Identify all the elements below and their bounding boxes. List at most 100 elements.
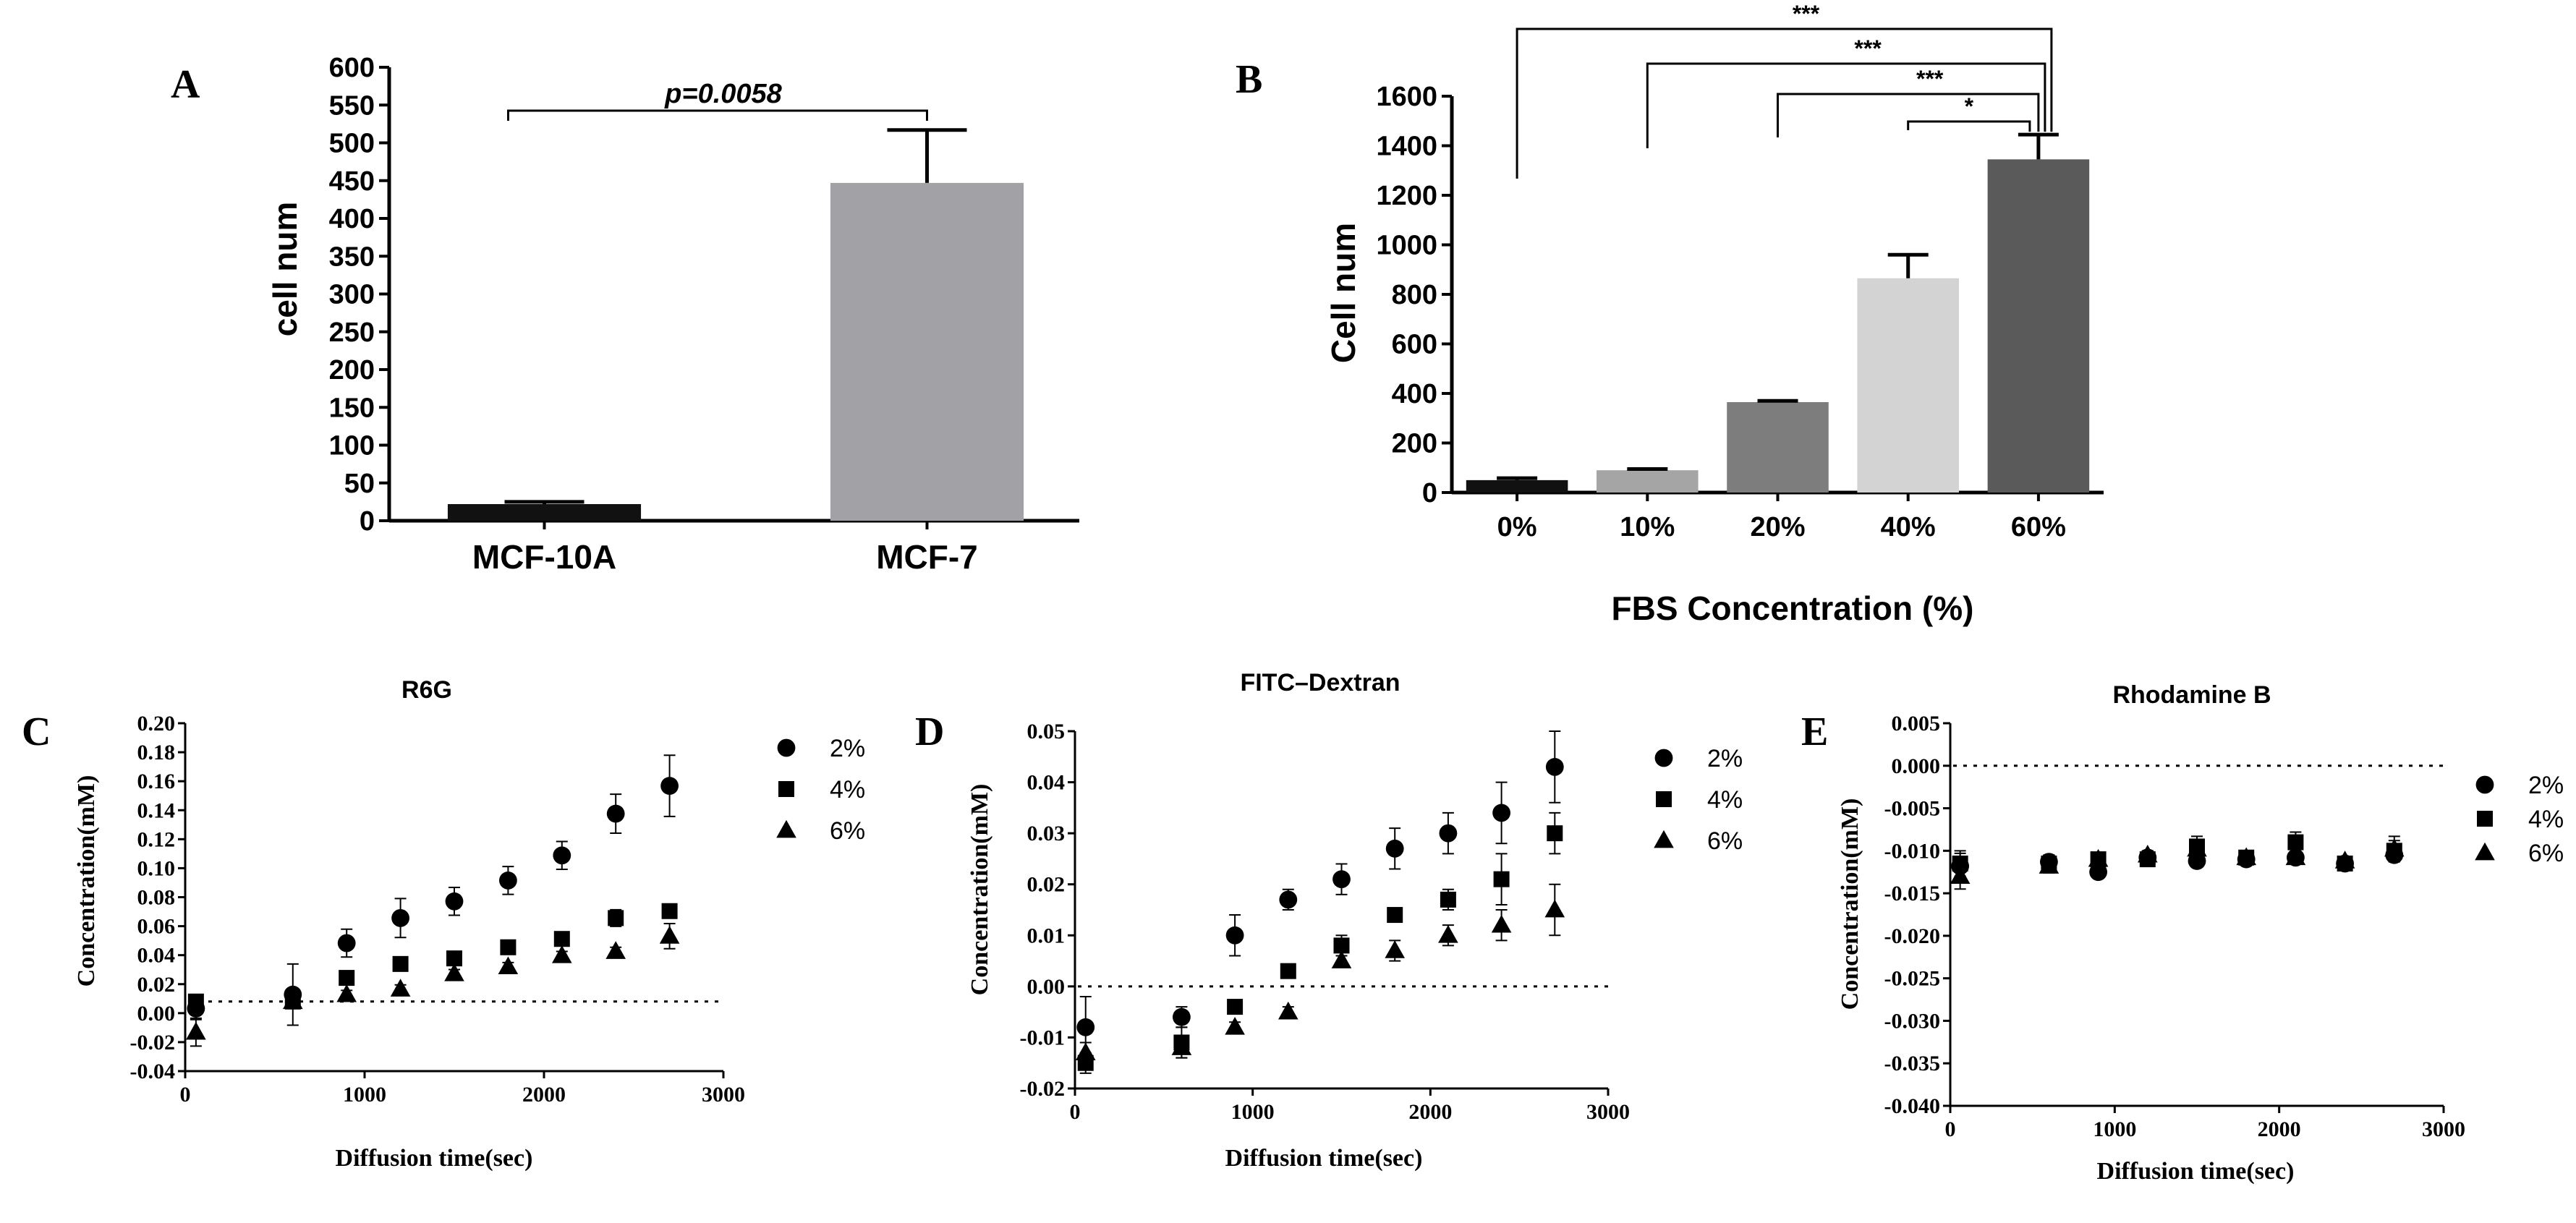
- panel-b-ytick-label: 800: [1392, 280, 1437, 310]
- panel-c-ytick-label: 0.12: [137, 827, 176, 851]
- panel-d-point-2pct: [1076, 1018, 1095, 1036]
- panel-c-point-2pct: [553, 846, 571, 865]
- panel-d-point-6pct: [1278, 1001, 1298, 1020]
- panel-d-point-4pct: [1280, 963, 1296, 979]
- panel-e-ytick-label: -0.010: [1884, 839, 1941, 863]
- panel-e-legend-label: 6%: [2528, 840, 2564, 867]
- panel-e-point-6pct: [2384, 838, 2405, 857]
- panel-d-legend-label: 2%: [1707, 745, 1743, 772]
- panel-c-ytick-label: 0.02: [137, 973, 176, 997]
- panel-d-point-2pct: [1385, 839, 1404, 858]
- panel-e-ytick-label: -0.005: [1884, 797, 1941, 821]
- panel-e-ylabel: Concentration(mM): [1837, 798, 1863, 1010]
- panel-b-significance-label: ***: [1793, 1, 1820, 27]
- panel-c-ytick-label: 0.10: [137, 856, 176, 880]
- panel-d-point-4pct: [1333, 937, 1350, 954]
- panel-e-legend-marker: [2475, 775, 2494, 794]
- panel-c-point-6pct: [659, 926, 680, 944]
- panel-d-legend-label: 4%: [1707, 786, 1743, 814]
- panel-e-xtick-label: 3000: [2422, 1117, 2465, 1141]
- panel-d-xtick-label: 1000: [1231, 1100, 1275, 1124]
- panel-c-xtick-label: 0: [180, 1083, 191, 1107]
- panel-c-legend-marker: [777, 738, 796, 757]
- panel-e-xtick-label: 1000: [2093, 1117, 2136, 1141]
- panel-c-point-2pct: [445, 892, 464, 911]
- panel-c-xtick-label: 1000: [343, 1083, 386, 1107]
- panel-c-ytick-label: 0.18: [137, 741, 176, 764]
- panel-d-point-2pct: [1225, 926, 1244, 945]
- panel-c-point-6pct: [283, 991, 303, 1010]
- panel-d-legend-marker: [1654, 749, 1673, 767]
- panel-d-ytick-label: 0.02: [1027, 873, 1066, 897]
- panel-c-point-2pct: [660, 777, 679, 795]
- panel-e-ytick-label: -0.035: [1884, 1052, 1941, 1075]
- panel-a-ytick-label: 50: [344, 469, 375, 499]
- panel-e-legend-marker: [2475, 842, 2495, 861]
- panel-c-point-6pct: [498, 956, 519, 975]
- panel-e-ytick-label: -0.025: [1884, 967, 1941, 991]
- panel-c-point-6pct: [390, 979, 411, 997]
- panel-b-category-label: 0%: [1497, 512, 1537, 542]
- panel-c-legend-label: 2%: [830, 735, 865, 762]
- panel-c-legend-label: 6%: [830, 817, 865, 845]
- panel-c-xlabel: Diffusion time(sec): [336, 1145, 533, 1172]
- panel-c-point-2pct: [391, 908, 409, 927]
- panel-d-ytick-label: 0.01: [1027, 924, 1066, 947]
- panel-d-xtick-label: 3000: [1586, 1100, 1630, 1124]
- panel-e-point-2pct: [2089, 863, 2108, 882]
- panel-b-significance-bracket: [1516, 27, 2053, 179]
- panel-d-point-6pct: [1544, 899, 1565, 918]
- panel-a-category-label: MCF-7: [876, 538, 978, 576]
- panel-c-legend-label: 4%: [830, 776, 865, 804]
- panel-c-point-4pct: [500, 939, 517, 955]
- panel-e-legend-label: 2%: [2528, 772, 2564, 799]
- panel-b-ytick-label: 400: [1392, 379, 1437, 409]
- panel-a-ytick-label: 350: [329, 242, 375, 272]
- panel-d-point-4pct: [1227, 999, 1244, 1015]
- panel-e-title: Rhodamine B: [2112, 681, 2271, 709]
- panel-b-category-label: 40%: [1881, 512, 1936, 542]
- panel-c-legend-marker: [776, 819, 796, 838]
- panel-a-ytick-label: 300: [329, 280, 375, 310]
- panel-d-ytick-label: 0.03: [1027, 822, 1066, 845]
- panel-c-ytick-label: -0.02: [130, 1031, 176, 1054]
- panel-d-point-4pct: [1547, 825, 1563, 842]
- panel-e-ytick-label: 0.005: [1892, 712, 1941, 736]
- panel-b-ytick-label: 1400: [1376, 132, 1437, 162]
- panel-e-point-6pct: [2138, 844, 2158, 863]
- panel-d-ytick-label: 0.00: [1027, 975, 1066, 999]
- panel-c-point-6pct: [186, 1021, 206, 1040]
- panel-c-ytick-label: 0.06: [137, 915, 176, 939]
- panel-b-category-label: 10%: [1620, 512, 1675, 542]
- panel-d-point-4pct: [1493, 871, 1510, 887]
- panel-b-category-label: 60%: [2011, 512, 2066, 542]
- panel-c-point-6pct: [336, 984, 357, 1002]
- panel-b-significance-label: ***: [1854, 35, 1882, 61]
- panel-d-ytick-label: -0.01: [1020, 1026, 1066, 1049]
- panel-b-significance-bracket: [1777, 93, 2040, 137]
- panel-b-ytick-label: 0: [1422, 478, 1437, 508]
- panel-c-point-4pct: [608, 910, 624, 926]
- panel-d-point-6pct: [1385, 940, 1405, 958]
- panel-d-xlabel: Diffusion time(sec): [1225, 1145, 1423, 1172]
- panel-a-ytick-label: 400: [329, 204, 375, 234]
- panel-b-bar: [1597, 470, 1699, 493]
- panel-a-ylabel: cell num: [266, 202, 304, 337]
- panel-d-point-4pct: [1440, 891, 1456, 908]
- panel-b-letter: B: [1236, 57, 1262, 102]
- panel-e-point-6pct: [1950, 866, 1971, 884]
- panel-e-point-6pct: [2334, 851, 2355, 869]
- panel-a: A cell num p=0.0058 0 50 100 150 200 250 300 35…: [171, 53, 1079, 576]
- panel-d-letter: D: [915, 709, 944, 754]
- panel-b-bar: [1857, 278, 1959, 493]
- panel-d-ytick-label: -0.02: [1020, 1077, 1066, 1101]
- panel-b-significance-label: ***: [1916, 66, 1944, 92]
- panel-b: B Cell num FBS Concentration (%) 0 200 400…: [1236, 1, 2104, 627]
- panel-d-ylabel: Concentration(mM): [966, 784, 993, 996]
- panel-e-legend-marker: [2477, 811, 2493, 827]
- panel-c-point-4pct: [446, 950, 462, 967]
- panel-d-point-6pct: [1171, 1037, 1192, 1055]
- panel-b-ytick-label: 200: [1392, 429, 1437, 459]
- panel-d-point-2pct: [1279, 890, 1298, 909]
